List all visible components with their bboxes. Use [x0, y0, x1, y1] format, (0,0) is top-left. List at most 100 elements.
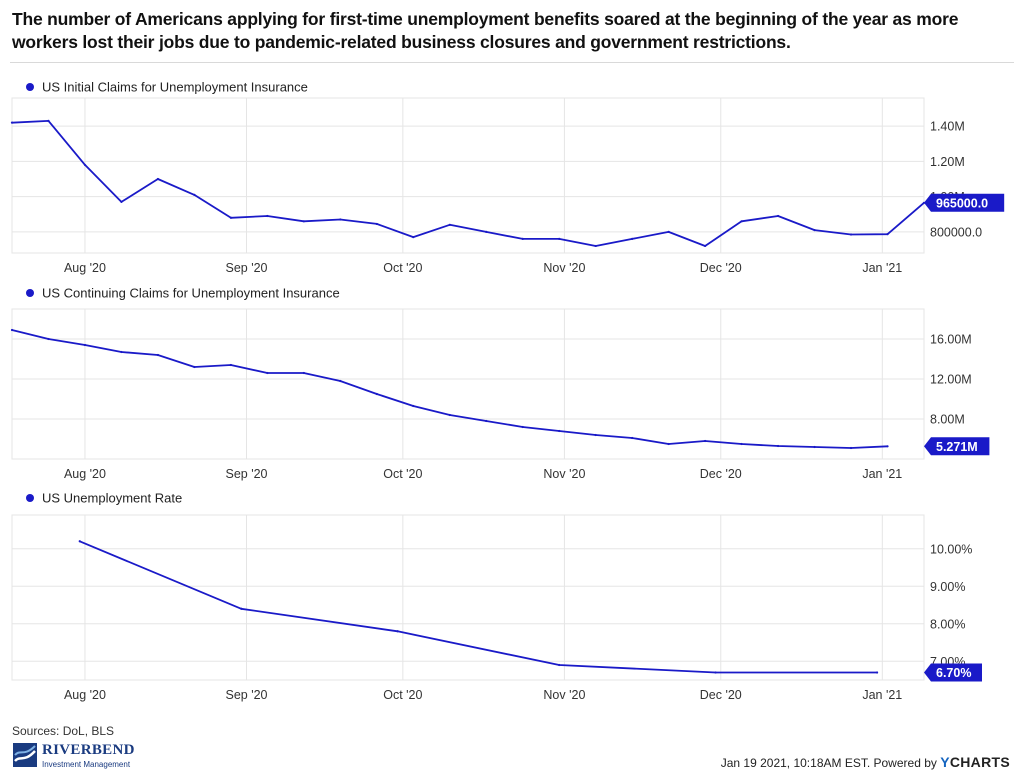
data-point: [229, 363, 232, 367]
riverbend-logo-icon: [13, 743, 37, 767]
data-point: [485, 230, 488, 233]
chart-panel-1: US Initial Claims for Unemployment Insur…: [10, 80, 1005, 275]
y-tick-label: 9.00%: [930, 580, 965, 594]
data-point: [631, 436, 634, 440]
y-tick-label: 8.00M: [930, 413, 965, 427]
data-point: [704, 439, 707, 443]
chart-panel-3: US Unemployment Rate Aug '20 Sep '20 Oct '2…: [11, 491, 982, 702]
data-point: [339, 218, 342, 221]
footer-timestamp: Jan 19 2021, 10:18AM EST. Powered by: [720, 756, 937, 770]
headline: The number of Americans applying for fir…: [12, 9, 959, 52]
x-tick-label: Jan '21: [862, 688, 902, 702]
data-point: [813, 229, 816, 232]
logo-name: RIVERBEND: [42, 742, 135, 758]
data-point: [776, 214, 780, 218]
data-point: [740, 442, 743, 446]
legend-label: US Continuing Claims for Unemployment In…: [42, 286, 340, 301]
data-point: [631, 237, 634, 241]
data-point: [375, 222, 378, 226]
data-point: [594, 244, 597, 248]
data-point: [886, 233, 889, 236]
data-point: [448, 413, 451, 417]
footer-credit: Jan 19 2021, 10:18AM EST. Powered by YCH…: [721, 754, 1010, 770]
data-point: [302, 371, 305, 375]
data-point: [83, 343, 87, 347]
legend-marker: [26, 289, 34, 297]
data-point: [78, 540, 81, 543]
data-point: [240, 607, 243, 610]
y-tick-label: 1.20M: [930, 155, 965, 169]
y-tick-label: 12.00M: [930, 373, 972, 387]
data-point: [448, 223, 451, 226]
x-tick-label: Aug '20: [64, 688, 106, 702]
x-tick-label: Aug '20: [64, 261, 106, 275]
panels: US Initial Claims for Unemployment Insur…: [10, 80, 1005, 702]
y-tick-label: 800000.0: [930, 225, 982, 239]
x-tick-label: Sep '20: [226, 261, 268, 275]
last-value-label: 5.271M: [936, 440, 978, 454]
chart-panel-2: US Continuing Claims for Unemployment In…: [10, 286, 990, 481]
divider: [10, 62, 1014, 63]
x-tick-label: Jan '21: [862, 467, 902, 481]
data-point: [47, 119, 50, 122]
data-point: [375, 392, 378, 396]
data-point: [120, 350, 123, 354]
x-tick-label: Nov '20: [543, 467, 585, 481]
last-value-label: 965000.0: [936, 196, 988, 210]
data-point: [667, 442, 670, 446]
data-point: [156, 177, 160, 181]
data-point: [120, 200, 123, 204]
data-point: [776, 444, 780, 448]
sources-text: Sources: DoL, BLS: [12, 724, 115, 738]
ycharts-logo-y: Y: [940, 754, 950, 770]
data-point: [396, 630, 399, 633]
series-line: [11, 329, 888, 449]
legend-marker: [26, 83, 34, 91]
plot-frame: [11, 97, 925, 254]
data-point: [558, 429, 561, 433]
data-point: [156, 353, 160, 357]
data-point: [849, 446, 853, 450]
series-line: [11, 120, 925, 247]
last-value-flag: [924, 193, 1005, 212]
y-tick-label: 1.40M: [930, 120, 965, 134]
x-tick-label: Aug '20: [64, 467, 106, 481]
legend-label: US Unemployment Rate: [42, 491, 182, 506]
data-point: [813, 445, 816, 449]
ycharts-logo[interactable]: YCHARTS: [940, 754, 1010, 770]
data-point: [10, 121, 14, 124]
plot-frame: [11, 514, 925, 681]
data-point: [266, 371, 269, 375]
x-tick-label: Nov '20: [543, 261, 585, 275]
data-point: [302, 220, 305, 223]
plot-frame: [11, 308, 925, 460]
data-point: [886, 445, 889, 448]
last-value-label: 6.70%: [936, 666, 971, 680]
y-tick-label: 16.00M: [930, 333, 972, 347]
ycharts-logo-text: CHARTS: [949, 754, 1010, 770]
data-point: [875, 671, 879, 674]
x-tick-label: Oct '20: [383, 467, 422, 481]
x-tick-label: Dec '20: [700, 688, 742, 702]
data-point: [521, 237, 524, 241]
data-point: [558, 237, 561, 241]
data-point: [558, 663, 561, 667]
data-point: [10, 328, 14, 332]
x-tick-label: Jan '21: [862, 261, 902, 275]
last-value-flag: [924, 663, 982, 682]
data-point: [485, 419, 488, 423]
data-point: [594, 433, 597, 437]
data-point: [412, 236, 415, 239]
series-line: [79, 540, 878, 674]
data-point: [83, 163, 87, 167]
y-tick-label: 10.00%: [930, 542, 972, 556]
data-point: [266, 214, 269, 218]
data-point: [412, 404, 415, 408]
data-point: [849, 233, 853, 236]
data-point: [193, 365, 196, 369]
legend-label: US Initial Claims for Unemployment Insur…: [42, 80, 308, 95]
riverbend-logo: RIVERBEND Investment Management: [12, 741, 162, 771]
y-tick-label: 8.00%: [930, 617, 965, 631]
x-tick-label: Dec '20: [700, 261, 742, 275]
